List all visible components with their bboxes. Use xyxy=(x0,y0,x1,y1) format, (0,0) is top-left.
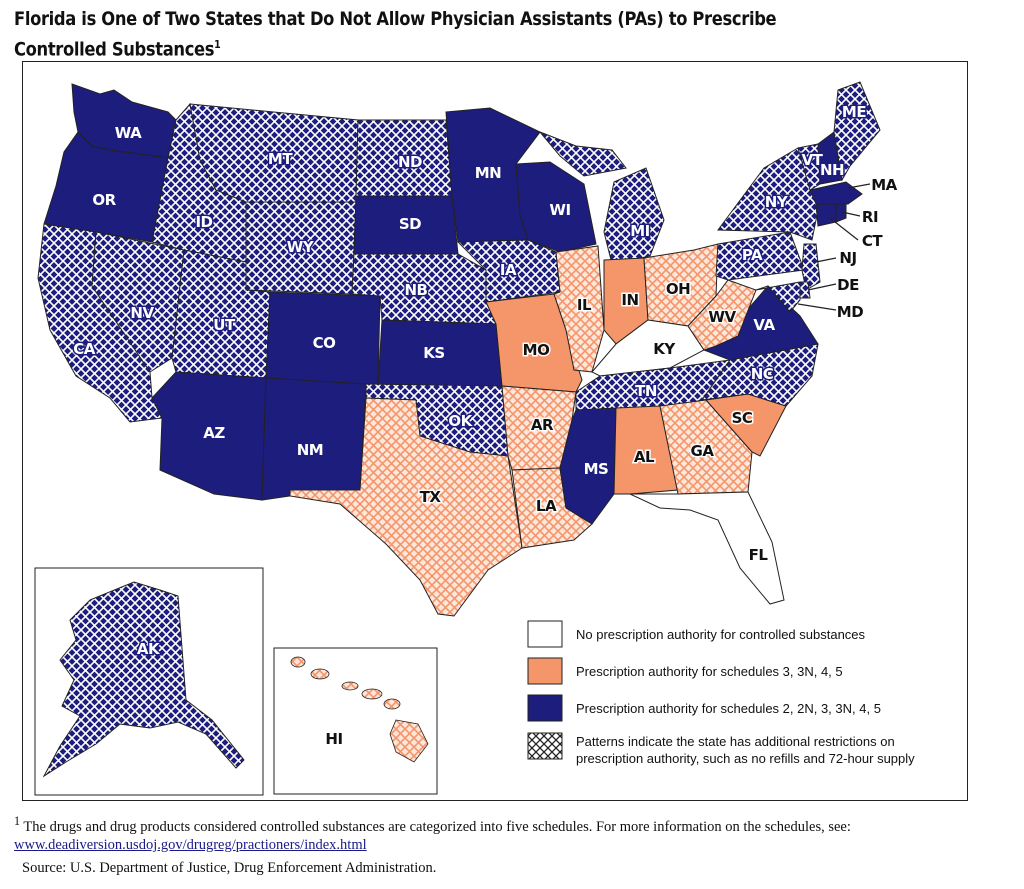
state-MI[interactable] xyxy=(603,167,665,265)
legend-label-full: Prescription authority for schedules 2, … xyxy=(576,701,881,716)
label-WA: WA xyxy=(115,124,142,142)
label-PA: PA xyxy=(742,246,763,264)
page-title: Florida is One of Two States that Do Not… xyxy=(14,6,874,62)
title-footnote-mark: 1 xyxy=(214,38,221,51)
source-line: Source: U.S. Department of Justice, Drug… xyxy=(22,860,437,876)
legend-item-pattern: Patterns indicate the state has addition… xyxy=(528,733,946,767)
state-GA[interactable] xyxy=(659,399,753,495)
state-IL[interactable] xyxy=(553,245,605,373)
label-MO: MO xyxy=(523,341,550,359)
state-WI[interactable] xyxy=(515,161,597,253)
state-MD[interactable] xyxy=(755,281,801,313)
state-FL[interactable] xyxy=(629,491,785,605)
label-UT: UT xyxy=(213,316,236,334)
label-ME: ME xyxy=(842,103,866,121)
label-AR: AR xyxy=(531,416,554,434)
leader-lines xyxy=(797,183,871,311)
label-NJ: NJ xyxy=(839,249,856,267)
label-AZ: AZ xyxy=(203,424,225,442)
state-RI[interactable] xyxy=(835,203,847,223)
label-IN: IN xyxy=(621,291,638,309)
label-GA: GA xyxy=(691,442,715,460)
footnote: 1 The drugs and drug products considered… xyxy=(14,812,1004,854)
state-PA[interactable] xyxy=(715,231,805,281)
footnote-mark: 1 xyxy=(14,814,21,828)
label-SD: SD xyxy=(399,215,421,233)
label-NC: NC xyxy=(751,365,774,383)
label-ID: ID xyxy=(195,213,212,231)
label-HI: HI xyxy=(325,730,342,748)
state-NJ[interactable] xyxy=(801,243,821,291)
state-HI[interactable] xyxy=(290,656,429,763)
label-WV: WV xyxy=(708,308,736,326)
label-AL: AL xyxy=(634,448,655,466)
title-text: Florida is One of Two States that Do Not… xyxy=(14,8,777,61)
label-CT: CT xyxy=(862,232,884,250)
label-KY: KY xyxy=(653,340,676,358)
label-CA: CA xyxy=(73,340,96,358)
label-MI: MI xyxy=(630,222,650,240)
legend-item-none: No prescription authority for controlled… xyxy=(528,626,956,643)
label-NM: NM xyxy=(297,441,323,459)
label-AK: AK xyxy=(137,640,161,658)
label-NY: NY xyxy=(765,193,789,211)
label-LA: LA xyxy=(536,497,557,515)
state-NV[interactable] xyxy=(91,231,185,373)
label-TN: TN xyxy=(635,382,657,400)
state-AK[interactable] xyxy=(42,581,245,778)
label-WY: WY xyxy=(287,238,315,256)
label-VT: VT xyxy=(802,151,824,169)
label-RI: RI xyxy=(862,208,878,226)
legend-swatch-pattern xyxy=(527,732,563,760)
label-KS: KS xyxy=(423,344,444,362)
label-MS: MS xyxy=(584,460,609,478)
footnote-text: The drugs and drug products considered c… xyxy=(23,818,851,835)
state-AL[interactable] xyxy=(613,405,679,495)
label-MD: MD xyxy=(837,303,863,321)
label-CO: CO xyxy=(313,334,336,352)
state-NM[interactable] xyxy=(261,377,367,501)
legend-item-partial: Prescription authority for schedules 3, … xyxy=(528,663,956,680)
legend-swatch-none xyxy=(527,620,563,648)
state-CT[interactable] xyxy=(815,203,837,227)
label-OH: OH xyxy=(666,280,690,298)
label-WI: WI xyxy=(549,201,570,219)
label-IL: IL xyxy=(577,296,592,314)
label-OK: OK xyxy=(448,412,473,430)
label-VA: VA xyxy=(753,316,775,334)
legend-swatch-partial xyxy=(527,657,563,685)
label-MN: MN xyxy=(475,164,501,182)
label-OR: OR xyxy=(92,191,116,209)
label-DE: DE xyxy=(837,276,859,294)
state-labels: WA OR CA NV ID MT WY UT CO AZ NM ND SD N… xyxy=(72,102,900,750)
state-WV[interactable] xyxy=(687,279,757,351)
legend-item-full: Prescription authority for schedules 2, … xyxy=(528,700,956,717)
label-MT: MT xyxy=(268,150,293,168)
legend-label-pattern: Patterns indicate the state has addition… xyxy=(576,734,915,766)
footnote-link[interactable]: www.deadiversion.usdoj.gov/drugreg/pract… xyxy=(14,836,367,853)
state-MI-up[interactable] xyxy=(539,131,627,177)
legend-label-none: No prescription authority for controlled… xyxy=(576,627,866,642)
state-TX[interactable] xyxy=(289,397,523,617)
label-FL: FL xyxy=(749,546,769,564)
label-MA: MA xyxy=(871,176,897,194)
hawaii-inset-frame xyxy=(273,647,438,795)
label-SC: SC xyxy=(732,409,753,427)
legend-swatch-full xyxy=(527,694,563,722)
label-IA: IA xyxy=(500,261,517,279)
legend-label-partial: Prescription authority for schedules 3, … xyxy=(576,664,843,679)
state-ME[interactable] xyxy=(833,81,881,182)
label-NH: NH xyxy=(820,161,844,179)
label-NB: NB xyxy=(405,281,428,299)
label-ND: ND xyxy=(398,153,422,171)
label-NV: NV xyxy=(130,304,154,322)
label-TX: TX xyxy=(420,488,442,506)
